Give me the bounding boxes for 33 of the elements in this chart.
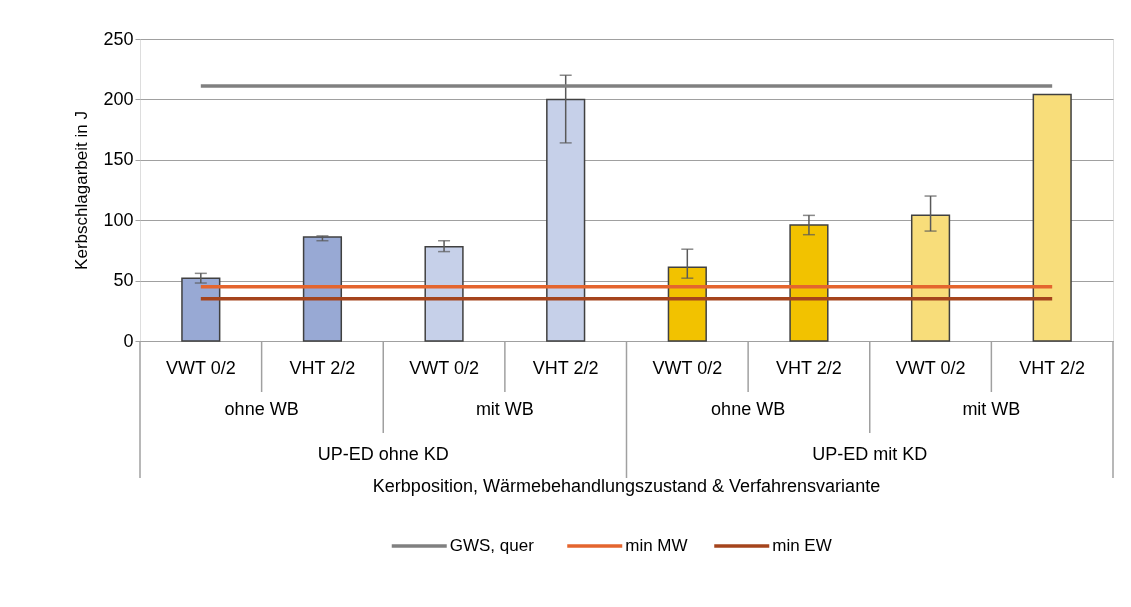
text: ohne WB — [224, 399, 299, 419]
bar — [1032, 93, 1072, 342]
legend-label: min EW — [772, 536, 832, 555]
text: mit WB — [475, 399, 534, 419]
x-tick-label: VWT 0/2 — [895, 357, 966, 378]
x-tick-label: VHT 2/2 — [289, 357, 356, 378]
x-tick-label: VWT 0/2 — [409, 357, 479, 378]
y-tick-label: 150 — [103, 149, 134, 170]
text: UP-ED ohne KD — [317, 444, 449, 464]
y-tick-label: 250 — [103, 28, 134, 49]
text: ohne WB — [711, 399, 786, 419]
x-tick-label: VHT 2/2 — [1019, 357, 1086, 378]
text: Kerbposition, Wärmebehandlungszustand & Verfahrensvariante — [372, 476, 881, 496]
bar — [181, 277, 221, 342]
x-tick-label: VHT 2/2 — [532, 357, 599, 378]
text: mit WB — [962, 399, 1021, 419]
y-tick-label: 100 — [103, 209, 134, 230]
x-tick-label: VWT 0/2 — [652, 357, 723, 378]
x-tick-label: VHT 2/2 — [776, 357, 842, 378]
y-tick-label: 0 — [123, 330, 134, 351]
bar — [424, 246, 464, 342]
x-tick-label: VWT 0/2 — [165, 357, 236, 378]
bar — [789, 224, 829, 342]
bar — [302, 236, 343, 342]
bar — [667, 266, 707, 342]
legend-label: min MW — [625, 536, 688, 555]
y-tick-label: 50 — [113, 270, 134, 291]
y-axis-title: Kerbschlagarbeit in J — [72, 111, 92, 270]
bar — [910, 214, 951, 342]
bar — [546, 98, 586, 342]
text: UP-ED mit KD — [812, 444, 928, 464]
legend-label: GWS, quer — [449, 536, 535, 555]
y-tick-label: 200 — [103, 88, 134, 109]
